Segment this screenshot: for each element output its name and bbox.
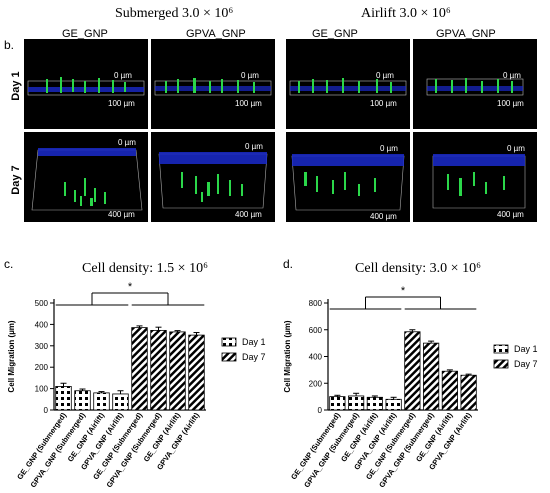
- scale-bottom-label: 100 µm: [370, 99, 397, 108]
- micrograph-day7-gpva-airlift: 0 µm 400 µm: [413, 132, 537, 222]
- significance-marker: *: [128, 281, 133, 293]
- bar: [55, 386, 72, 411]
- y-tick-label: 800: [309, 299, 323, 308]
- y-tick-label: 600: [309, 326, 323, 335]
- micrograph-day1-ge-submerged: 0 µm 100 µm: [24, 39, 148, 129]
- significance-marker: *: [401, 285, 406, 297]
- micrograph-day7-ge-submerged: 0 µm 400 µm: [24, 132, 148, 222]
- chart-title: Cell density: 1.5 × 10⁶: [82, 261, 208, 276]
- scale-bottom-label: 100 µm: [235, 99, 262, 108]
- bar: [131, 327, 148, 411]
- bar: [93, 392, 110, 411]
- y-tick-label: 0: [44, 406, 49, 415]
- micrograph-day1-gpva-submerged: 0 µm 100 µm: [151, 39, 275, 129]
- bar: [329, 396, 346, 411]
- category-label: GE_GNP (Submerged): [289, 411, 342, 482]
- legend-swatch: [493, 359, 509, 369]
- chart-title: Cell density: 3.0 × 10⁶: [355, 261, 481, 276]
- bar: [74, 390, 91, 411]
- scale-bottom-label: 400 µm: [108, 210, 135, 219]
- micrograph-day1-ge-airlift: 0 µm 100 µm: [286, 39, 410, 129]
- bar: [385, 398, 402, 411]
- scale-top-label: 0 µm: [241, 71, 259, 80]
- panel-b-label: b.: [4, 38, 15, 52]
- scale-top-label: 0 µm: [507, 144, 525, 153]
- legend-swatch: [221, 352, 237, 362]
- column-header-3: GE_GNP: [312, 28, 358, 40]
- bar: [348, 395, 365, 411]
- category-label: GPVA_GNP (Airlift): [155, 411, 201, 472]
- bar: [404, 331, 421, 411]
- y-tick-label: 100: [35, 385, 49, 394]
- micrograph-day1-gpva-airlift: 0 µm 100 µm: [413, 39, 537, 129]
- y-tick-label: 200: [309, 379, 323, 388]
- category-label: GE_GNP (Submerged): [15, 411, 68, 482]
- bar: [150, 329, 167, 411]
- category-label: GPVA_GNP (Submerged): [29, 411, 88, 490]
- column-header-4: GPVA_GNP: [436, 28, 496, 40]
- legend-label: Day 7: [514, 359, 538, 369]
- y-tick-label: 400: [309, 353, 323, 362]
- y-tick-label: 200: [35, 363, 49, 372]
- category-label: GPVA_GNP (Airlift): [352, 411, 398, 472]
- bar: [460, 374, 477, 411]
- scale-bottom-label: 400 µm: [497, 210, 524, 219]
- y-tick-label: 0: [318, 406, 323, 415]
- category-label: GE_GNP (Airlift): [142, 411, 183, 464]
- category-label: GE_GNP (Airlift): [339, 411, 380, 464]
- scale-top-label: 0 µm: [376, 71, 394, 80]
- y-axis-label: Cell Migration (µm): [283, 320, 292, 393]
- scale-bottom-label: 400 µm: [235, 210, 262, 219]
- scale-top-label: 0 µm: [114, 71, 132, 80]
- category-label: GE_GNP (Submerged): [91, 411, 144, 482]
- bar: [423, 342, 440, 411]
- group-header-airlift: Airlift 3.0 × 10⁶: [361, 6, 451, 21]
- category-label: GPVA_GNP (Submerged): [377, 411, 436, 490]
- row-label-day7: Day 7: [10, 165, 22, 195]
- legend-label: Day 7: [242, 352, 266, 362]
- legend-swatch: [221, 337, 237, 347]
- y-tick-label: 500: [35, 299, 49, 308]
- legend-label: Day 1: [242, 337, 266, 347]
- group-header-submerged: Submerged 3.0 × 10⁶: [115, 6, 234, 21]
- bar: [112, 393, 129, 411]
- scale-top-label: 0 µm: [380, 144, 398, 153]
- bar: [441, 370, 458, 411]
- scale-bottom-label: 100 µm: [108, 99, 135, 108]
- panel-d-label: d.: [283, 257, 294, 271]
- category-label: GPVA_GNP (Submerged): [302, 411, 361, 490]
- legend-swatch: [493, 344, 509, 354]
- legend-label: Day 1: [514, 344, 538, 354]
- category-label: GPVA_GNP (Airlift): [427, 411, 473, 472]
- bar: [169, 331, 186, 411]
- micrograph-day7-ge-airlift: 0 µm 400 µm: [286, 132, 410, 222]
- micrograph-day7-gpva-submerged: 0 µm 400 µm: [151, 132, 275, 222]
- column-header-2: GPVA_GNP: [186, 28, 246, 40]
- scale-bottom-label: 100 µm: [497, 99, 524, 108]
- y-axis-label: Cell Migration (µm): [7, 320, 16, 393]
- scale-top-label: 0 µm: [118, 138, 136, 147]
- bar: [366, 396, 383, 411]
- category-label: GE_GNP (Submerged): [364, 411, 417, 482]
- panel-c-label: c.: [4, 257, 14, 271]
- category-label: GPVA_GNP (Airlift): [79, 411, 125, 472]
- scale-top-label: 0 µm: [245, 142, 263, 151]
- row-label-day1: Day 1: [10, 71, 22, 101]
- bar: [188, 334, 205, 411]
- y-tick-label: 400: [35, 320, 49, 329]
- column-header-1: GE_GNP: [62, 28, 108, 40]
- category-label: GE_GNP (Airlift): [66, 411, 107, 464]
- scale-top-label: 0 µm: [503, 71, 521, 80]
- y-tick-label: 300: [35, 342, 49, 351]
- category-label: GPVA_GNP (Submerged): [105, 411, 164, 490]
- scale-bottom-label: 400 µm: [370, 212, 397, 221]
- category-label: GE_GNP (Airlift): [414, 411, 455, 464]
